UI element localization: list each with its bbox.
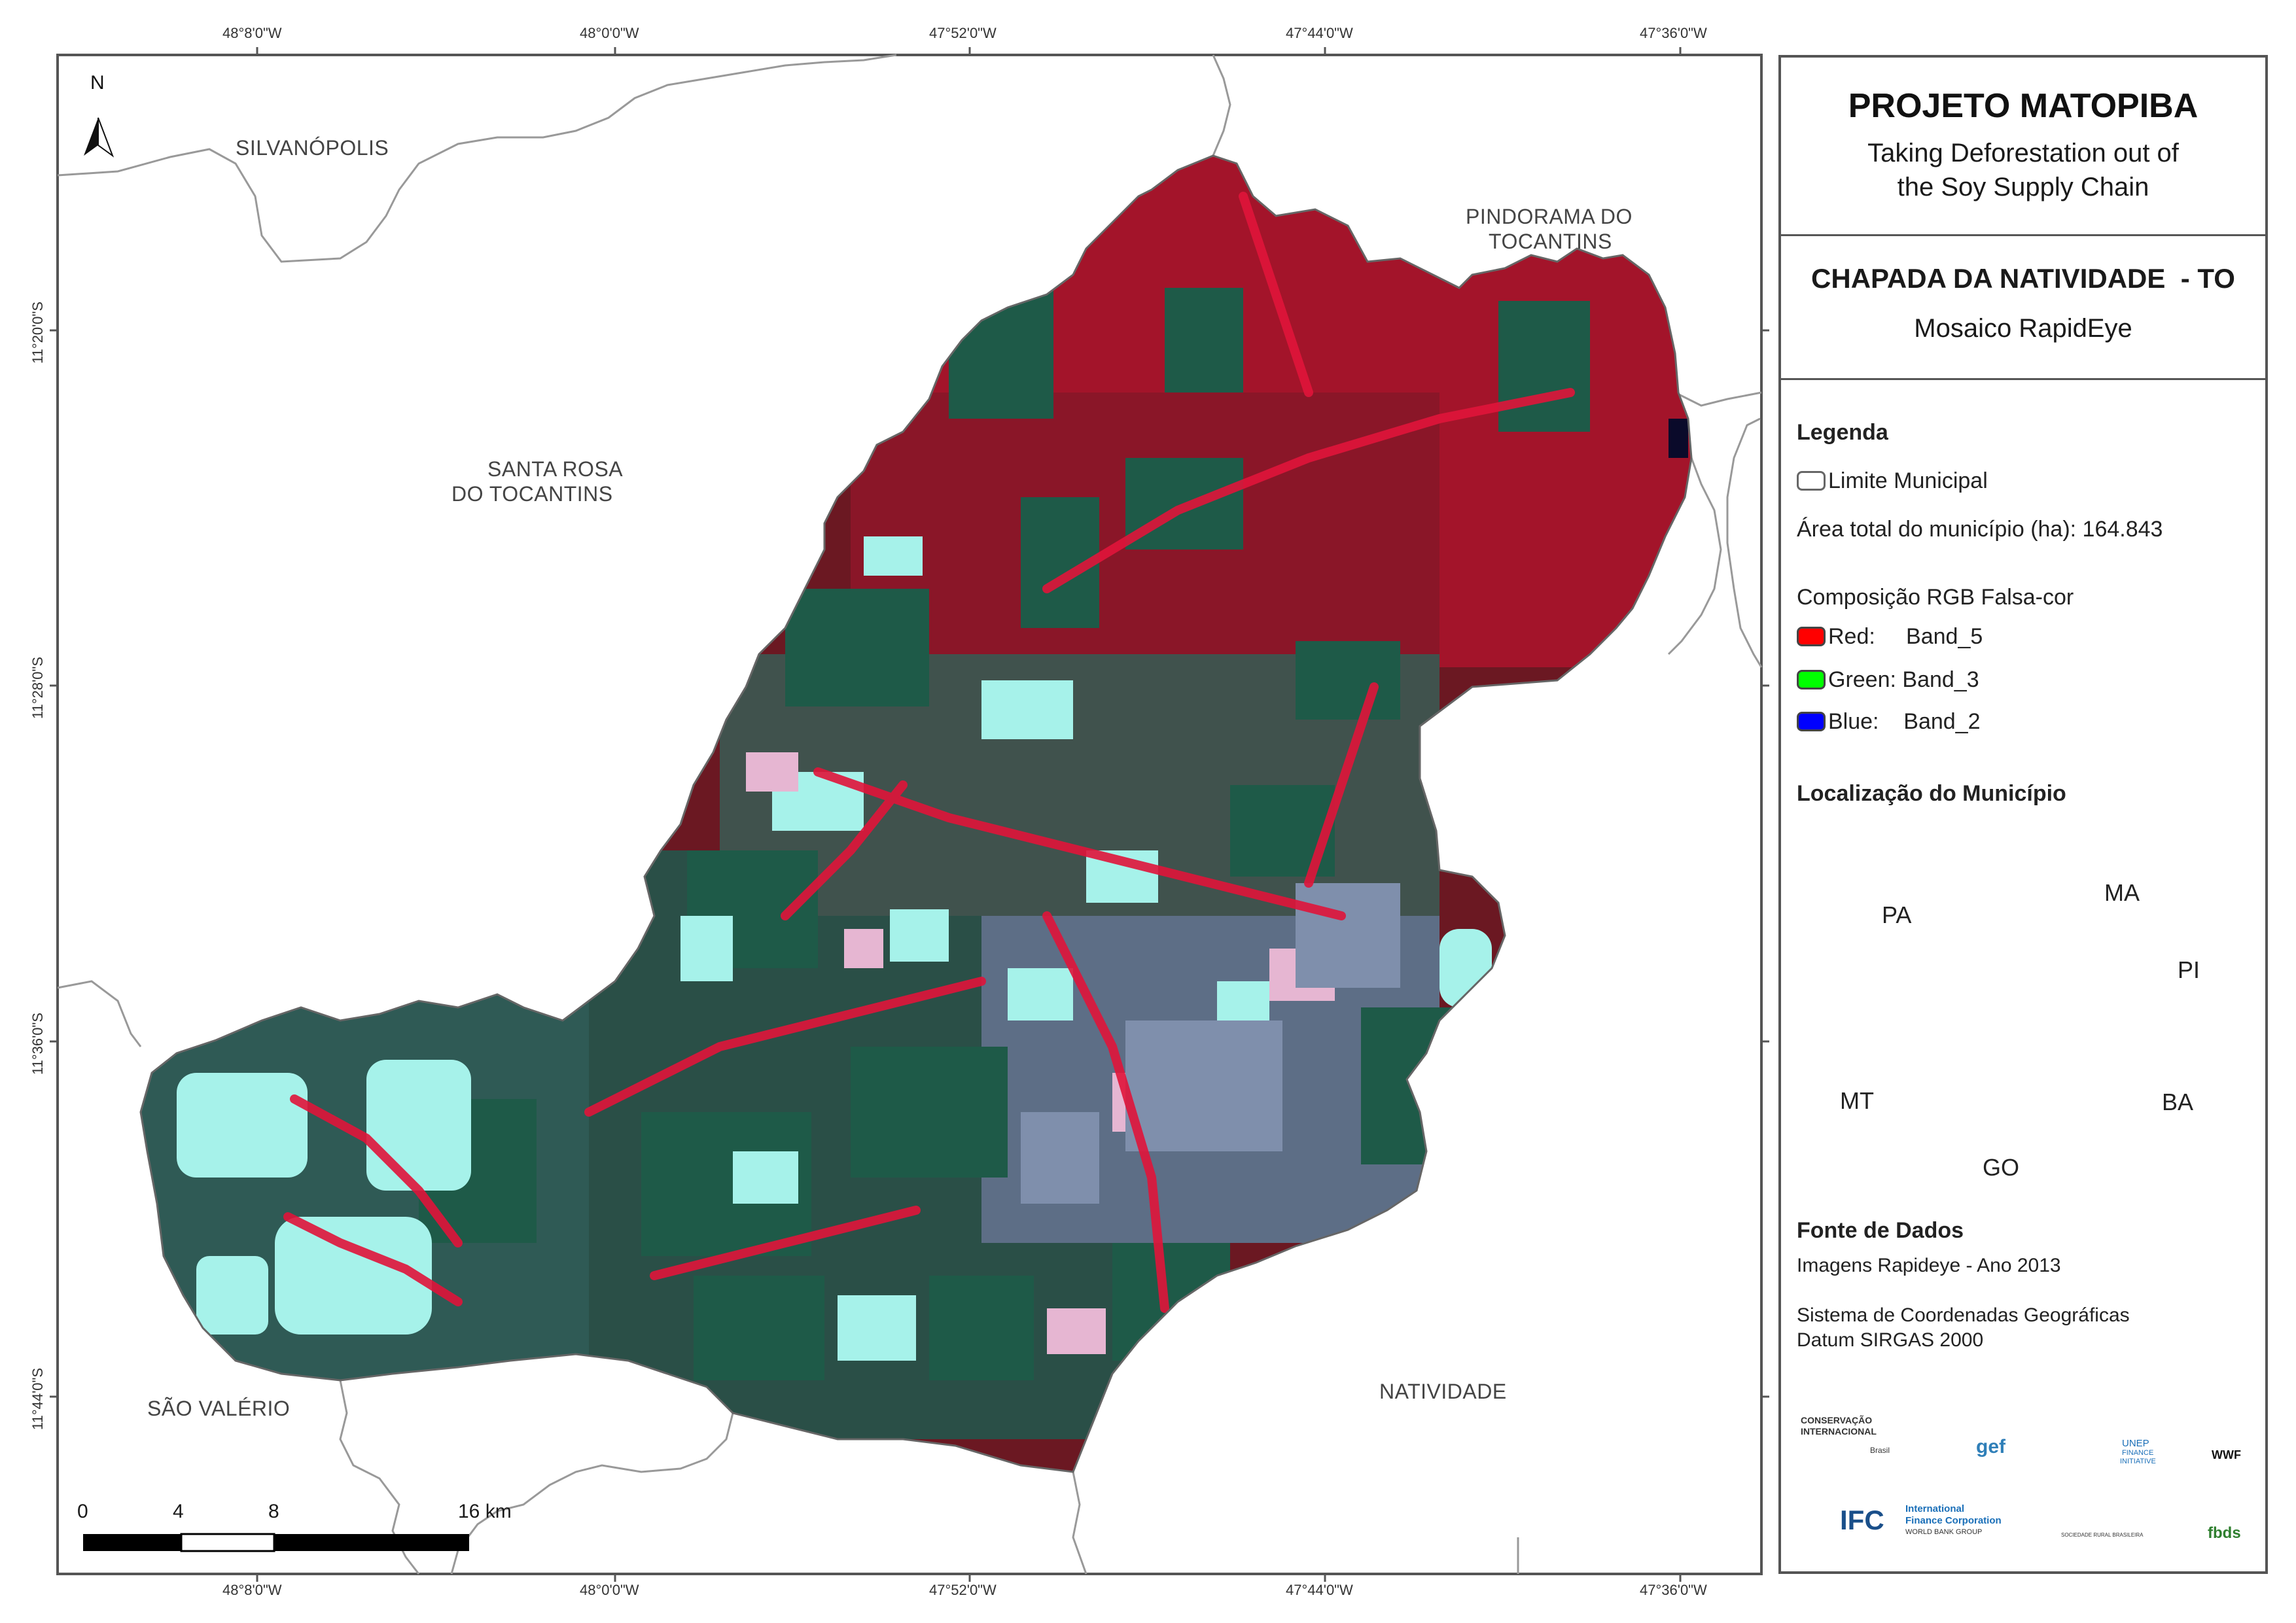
- unep-logo-text-2: FINANCE: [2122, 1449, 2154, 1457]
- locator-heading: Localização do Município: [1797, 781, 2066, 806]
- project-subtitle-line1: Taking Deforestation out of: [1867, 139, 2179, 167]
- srb-logo-sub: SOCIEDADE RURAL BRASILEIRA: [2061, 1532, 2144, 1538]
- coordinate-ticks: [50, 47, 1769, 1582]
- north-arrow-icon: [84, 117, 115, 158]
- municipal-boundaries: [57, 54, 1763, 1575]
- lon-label-bottom-4: 47°44'0"W: [1286, 1582, 1353, 1598]
- red-band-swatch: [1797, 627, 1826, 646]
- ifc-logo-sub-3: WORLD BANK GROUP: [1905, 1528, 1983, 1536]
- area-label: Área total do município (ha): 164.843: [1797, 517, 2163, 542]
- green-band-swatch: [1797, 670, 1826, 689]
- scale-bar: [83, 1533, 469, 1552]
- boundary-label: Limite Municipal: [1828, 468, 1988, 493]
- municipality-boundary: [139, 154, 1693, 1473]
- town-santa-rosa-line1: SANTA ROSA: [487, 457, 624, 481]
- town-sao-valerio: SÃO VALÉRIO: [147, 1397, 291, 1420]
- locator-state-mt: MT: [1840, 1087, 1874, 1114]
- unep-logo-text-3: INITIATIVE: [2120, 1457, 2156, 1465]
- scale-tick-4: 4: [173, 1501, 184, 1522]
- red-band-label: Red: Band_5: [1828, 624, 1983, 649]
- panel-divider: [1781, 234, 2265, 236]
- town-natividade: NATIVIDADE: [1379, 1380, 1507, 1403]
- lon-label-bottom-3: 47°52'0"W: [929, 1582, 997, 1598]
- lat-label-3: 11°36'0"S: [29, 1012, 46, 1075]
- blue-band-swatch: [1797, 712, 1826, 731]
- srb-logo-text: SRB: [2070, 1503, 2117, 1528]
- project-subtitle-line2: the Soy Supply Chain: [1897, 173, 2149, 201]
- ifc-logo-text: IFC: [1840, 1505, 1884, 1535]
- lon-label-bottom-2: 48°0'0"W: [580, 1582, 639, 1598]
- lon-label-top-1: 48°8'0"W: [222, 25, 282, 41]
- wwf-logo-text: WWF: [2212, 1448, 2241, 1461]
- town-santa-rosa-line2: DO TOCANTINS: [451, 482, 613, 506]
- sources-line1: Imagens Rapideye - Ano 2013: [1797, 1255, 2061, 1276]
- locator-state-ma: MA: [2104, 879, 2140, 906]
- legend-panel: PROJETO MATOPIBA Taking Deforestation ou…: [1778, 55, 2268, 1574]
- map-subtitle: Mosaico RapidEye: [1914, 314, 2132, 343]
- lat-label-2: 11°28'0"S: [29, 656, 46, 719]
- sources-line3: Datum SIRGAS 2000: [1797, 1329, 1984, 1351]
- locator-state-pa: PA: [1882, 901, 1912, 928]
- ci-logo-text-2: INTERNACIONAL: [1801, 1426, 1877, 1437]
- town-silvanopolis: SILVANÓPOLIS: [236, 136, 389, 160]
- rgb-heading: Composição RGB Falsa-cor: [1797, 585, 2074, 610]
- ci-logo-text-3: Brasil: [1870, 1446, 1890, 1455]
- map-name: CHAPADA DA NATIVIDADE - TO: [1811, 263, 2235, 294]
- lat-label-4: 11°44'0"S: [29, 1367, 46, 1430]
- north-label: N: [90, 72, 105, 94]
- boundary-swatch: [1797, 471, 1826, 491]
- locator-state-go: GO: [1983, 1154, 2020, 1181]
- sources-line2: Sistema de Coordenadas Geográficas: [1797, 1304, 2130, 1326]
- ci-logo-text-1: CONSERVAÇÃO: [1801, 1415, 1873, 1425]
- project-title: PROJETO MATOPIBA: [1848, 87, 2199, 125]
- legend-heading: Legenda: [1797, 420, 1888, 445]
- ifc-logo-sub-2: Finance Corporation: [1905, 1515, 2002, 1526]
- town-pindorama-line2: TOCANTINS: [1489, 230, 1612, 253]
- sources-heading: Fonte de Dados: [1797, 1218, 1964, 1243]
- lon-label-top-2: 48°0'0"W: [580, 25, 639, 41]
- scale-tick-0: 0: [77, 1501, 88, 1522]
- lon-label-top-5: 47°36'0"W: [1640, 25, 1707, 41]
- fbds-logo-text: fbds: [2208, 1524, 2241, 1542]
- lon-label-bottom-1: 48°8'0"W: [222, 1582, 282, 1598]
- lon-label-bottom-5: 47°36'0"W: [1640, 1582, 1707, 1598]
- gef-logo-text: gef: [1976, 1436, 2005, 1457]
- green-band-label: Green: Band_3: [1828, 667, 1979, 692]
- ifc-logo-sub-1: International: [1905, 1503, 1965, 1514]
- scale-tick-16: 16 km: [458, 1501, 512, 1522]
- locator-state-pi: PI: [2178, 956, 2200, 983]
- blue-band-label: Blue: Band_2: [1828, 709, 1981, 734]
- lon-label-top-3: 47°52'0"W: [929, 25, 997, 41]
- scale-tick-8: 8: [268, 1501, 279, 1522]
- locator-state-ba: BA: [2162, 1089, 2194, 1115]
- lon-label-top-4: 47°44'0"W: [1286, 25, 1353, 41]
- pnud-logo-text: PNUD: [2060, 1416, 2086, 1427]
- unep-logo-text-1: UNEP: [2122, 1438, 2149, 1449]
- panel-divider: [1781, 378, 2265, 380]
- town-pindorama-line1: PINDORAMA DO: [1466, 205, 1633, 228]
- lat-label-1: 11°20'0"S: [29, 301, 46, 364]
